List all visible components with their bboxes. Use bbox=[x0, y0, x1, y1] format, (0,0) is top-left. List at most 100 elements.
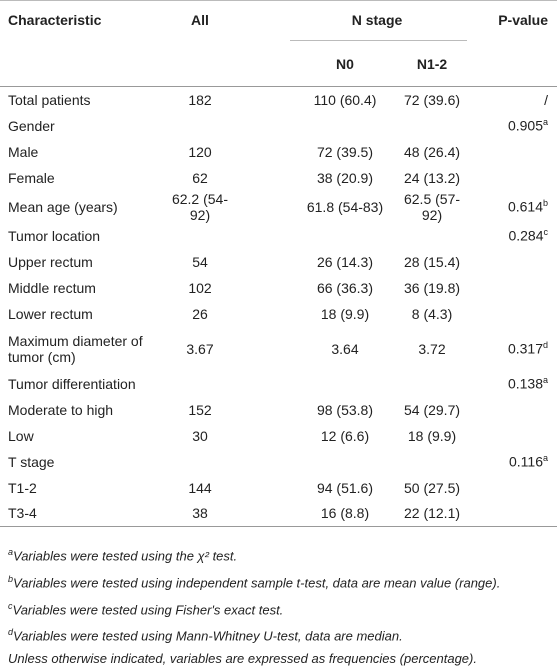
cell-n12: 50 (27.5) bbox=[403, 479, 461, 496]
table-row: Moderate to high 152 98 (53.8) 54 (29.7) bbox=[0, 397, 557, 423]
cell: 182 bbox=[165, 87, 260, 113]
header-cell: P-value bbox=[498, 12, 549, 28]
cell-n12: 62.5 (57-92) bbox=[403, 190, 461, 223]
cell: 24 (13.2) bbox=[400, 165, 464, 191]
p-note: c bbox=[543, 227, 549, 238]
label-text: Total patients bbox=[8, 91, 91, 108]
footnote-text: Variables were tested using independent … bbox=[13, 575, 501, 591]
cell: 61.8 (54-83) bbox=[260, 191, 400, 223]
table-row: Male 120 72 (39.5) 48 (26.4) bbox=[0, 139, 557, 165]
cell: 48 (26.4) bbox=[400, 139, 464, 165]
cell: 62.5 (57-92) bbox=[400, 191, 464, 223]
p-cell bbox=[464, 275, 557, 301]
cell: 144 bbox=[165, 475, 260, 501]
p-value: / bbox=[544, 91, 549, 108]
cell: 30 bbox=[165, 423, 260, 449]
row-label: Tumor differentiation bbox=[0, 371, 165, 397]
cell-all: 54 bbox=[192, 253, 208, 270]
header-cell: Characteristic bbox=[8, 12, 102, 28]
row-label: Maximum diameter of tumor (cm) bbox=[0, 327, 165, 371]
table-row: Female 62 38 (20.9) 24 (13.2) bbox=[0, 165, 557, 191]
footnotes: aVariables were tested using the χ² test… bbox=[0, 527, 557, 671]
p-cell: 0.284c bbox=[464, 223, 557, 249]
cell-all: 62 bbox=[192, 169, 208, 186]
cell-n12: 22 (12.1) bbox=[403, 505, 461, 522]
header-row: Characteristic All N stage P-value bbox=[0, 1, 557, 43]
cell: 62.2 (54-92) bbox=[165, 191, 260, 223]
cell-n12: 54 (29.7) bbox=[403, 401, 461, 418]
label-text: T stage bbox=[8, 453, 55, 470]
cell: 8 (4.3) bbox=[400, 301, 464, 327]
header-cell: N stage bbox=[351, 12, 403, 28]
cell-n0: 3.64 bbox=[331, 340, 359, 357]
cell: 98 (53.8) bbox=[260, 397, 400, 423]
table-row: T3-4 38 16 (8.8) 22 (12.1) bbox=[0, 501, 557, 527]
p-value: 0.284 bbox=[508, 227, 544, 244]
cell-n0: 61.8 (54-83) bbox=[306, 198, 384, 215]
label-text: Moderate to high bbox=[8, 401, 114, 418]
cell-all: 62.2 (54-92) bbox=[171, 190, 229, 223]
data-table: Characteristic All N stage P-value N0 N1… bbox=[0, 0, 557, 527]
label-text: Tumor location bbox=[8, 227, 101, 244]
table-row: Tumor differentiation 0.138a bbox=[0, 371, 557, 397]
cell-all: 102 bbox=[188, 279, 212, 296]
footnote-text: Unless otherwise indicated, variables ar… bbox=[8, 651, 477, 667]
row-label: Female bbox=[0, 165, 165, 191]
cell-n12: 72 (39.6) bbox=[403, 91, 461, 108]
cell bbox=[400, 371, 464, 397]
cell-all: 26 bbox=[192, 305, 208, 322]
table-row: Total patients 182 110 (60.4) 72 (39.6) / bbox=[0, 87, 557, 113]
row-label: T1-2 bbox=[0, 475, 165, 501]
label-text: Male bbox=[8, 143, 39, 160]
cell bbox=[165, 449, 260, 475]
cell: 50 (27.5) bbox=[400, 475, 464, 501]
cell: 3.64 bbox=[260, 327, 400, 371]
cell-all: 38 bbox=[192, 505, 208, 522]
row-label: Low bbox=[0, 423, 165, 449]
cell: 72 (39.6) bbox=[400, 87, 464, 113]
cell: 54 bbox=[165, 249, 260, 275]
p-cell bbox=[464, 501, 557, 527]
cell-n0: 18 (9.9) bbox=[320, 305, 370, 322]
cell bbox=[260, 113, 400, 139]
cell-all: 30 bbox=[192, 427, 208, 444]
table-row: T stage 0.116a bbox=[0, 449, 557, 475]
footnote-text: Variables were tested using Fisher's exa… bbox=[12, 601, 284, 617]
cell-n0: 12 (6.6) bbox=[320, 427, 370, 444]
cell-n0: 98 (53.8) bbox=[316, 401, 374, 418]
table-body: Total patients 182 110 (60.4) 72 (39.6) / Gen… bbox=[0, 87, 557, 527]
cell-n0: 110 (60.4) bbox=[313, 91, 377, 108]
row-label: Moderate to high bbox=[0, 397, 165, 423]
cell: 28 (15.4) bbox=[400, 249, 464, 275]
cell: 3.67 bbox=[165, 327, 260, 371]
table-row: Tumor location 0.284c bbox=[0, 223, 557, 249]
label-text: Low bbox=[8, 427, 34, 444]
footnote: aVariables were tested using the χ² test… bbox=[8, 541, 557, 568]
cell-n0: 94 (51.6) bbox=[316, 479, 374, 496]
row-label: Tumor location bbox=[0, 223, 165, 249]
row-label: Middle rectum bbox=[0, 275, 165, 301]
label-text: T3-4 bbox=[8, 505, 37, 522]
p-cell: 0.614b bbox=[464, 191, 557, 223]
cell-all: 152 bbox=[188, 401, 212, 418]
cell: 102 bbox=[165, 275, 260, 301]
footnote-mark: a bbox=[8, 547, 14, 557]
table-row: Lower rectum 26 18 (9.9) 8 (4.3) bbox=[0, 301, 557, 327]
label-text: Lower rectum bbox=[8, 305, 93, 322]
label-text: Mean age (years) bbox=[8, 198, 118, 215]
p-note: d bbox=[543, 340, 549, 351]
row-label: Upper rectum bbox=[0, 249, 165, 275]
p-cell bbox=[464, 475, 557, 501]
cell-n0: 72 (39.5) bbox=[316, 143, 374, 160]
p-note: a bbox=[543, 453, 549, 464]
label-text: Female bbox=[8, 169, 55, 186]
footnote: dVariables were tested using Mann-Whitne… bbox=[8, 621, 557, 648]
label-text: Maximum diameter of tumor (cm) bbox=[8, 332, 143, 365]
cell-n0: 38 (20.9) bbox=[316, 169, 374, 186]
footnote: cVariables were tested using Fisher's ex… bbox=[8, 595, 557, 622]
cell bbox=[400, 113, 464, 139]
row-label: T3-4 bbox=[0, 501, 165, 527]
p-cell bbox=[464, 301, 557, 327]
table-row: Upper rectum 54 26 (14.3) 28 (15.4) bbox=[0, 249, 557, 275]
table-row: Mean age (years) 62.2 (54-92) 61.8 (54-83)… bbox=[0, 191, 557, 223]
